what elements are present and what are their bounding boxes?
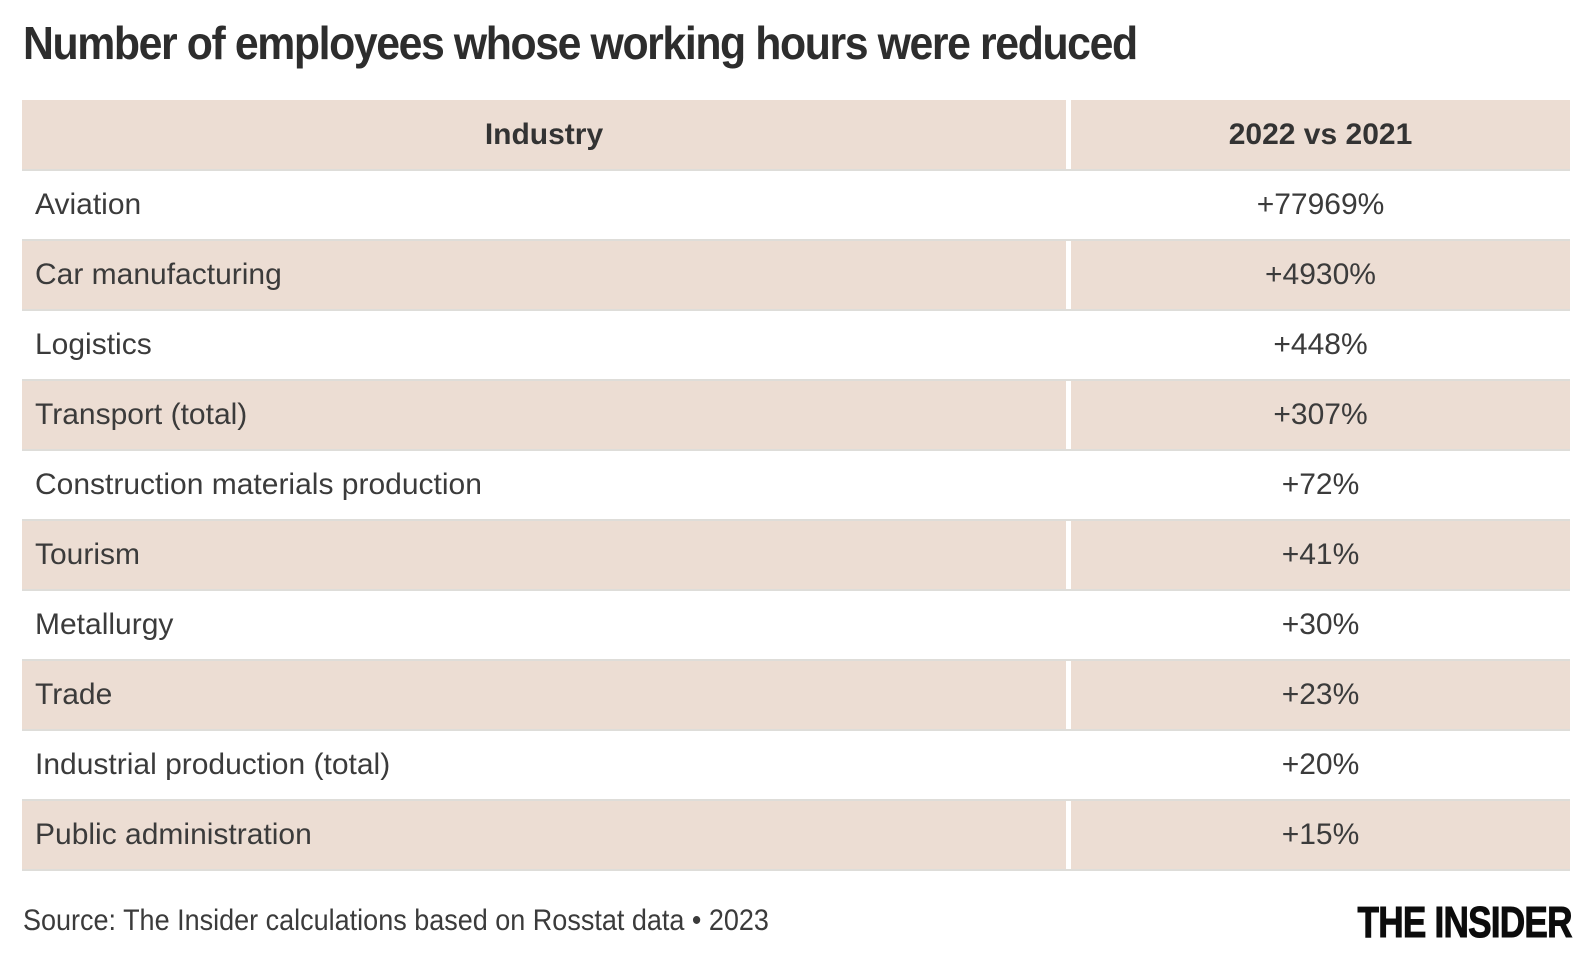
- column-header-change: 2022 vs 2021: [1066, 100, 1570, 169]
- change-value-cell: +30%: [1066, 591, 1570, 659]
- change-value-cell: +41%: [1066, 521, 1570, 589]
- industry-cell: Public administration: [22, 801, 1066, 869]
- table-row: Car manufacturing +4930%: [22, 241, 1570, 311]
- change-value-cell: +23%: [1066, 661, 1570, 729]
- industry-cell: Industrial production (total): [22, 731, 1066, 799]
- change-value-cell: +77969%: [1066, 171, 1570, 239]
- table-body: Aviation +77969% Car manufacturing +4930% Lo…: [22, 171, 1570, 871]
- data-table: Industry 2022 vs 2021 Aviation +77969% Car…: [22, 100, 1570, 871]
- change-value-cell: +72%: [1066, 451, 1570, 519]
- industry-cell: Trade: [22, 661, 1066, 729]
- table-row: Industrial production (total) +20%: [22, 731, 1570, 801]
- change-value-cell: +4930%: [1066, 241, 1570, 309]
- industry-cell: Logistics: [22, 311, 1066, 379]
- brand-logo: THE INSIDER: [1357, 898, 1573, 947]
- table-row: Trade +23%: [22, 661, 1570, 731]
- change-value-cell: +307%: [1066, 381, 1570, 449]
- industry-cell: Construction materials production: [22, 451, 1066, 519]
- industry-cell: Transport (total): [22, 381, 1066, 449]
- change-value-cell: +20%: [1066, 731, 1570, 799]
- industry-cell: Metallurgy: [22, 591, 1066, 659]
- table-row: Public administration +15%: [22, 801, 1570, 871]
- change-value-cell: +448%: [1066, 311, 1570, 379]
- industry-cell: Car manufacturing: [22, 241, 1066, 309]
- table-row: Construction materials production +72%: [22, 451, 1570, 521]
- change-value-cell: +15%: [1066, 801, 1570, 869]
- table-row: Metallurgy +30%: [22, 591, 1570, 661]
- page-title: Number of employees whose working hours …: [23, 17, 1138, 69]
- industry-cell: Tourism: [22, 521, 1066, 589]
- table-row: Aviation +77969%: [22, 171, 1570, 241]
- table-row: Logistics +448%: [22, 311, 1570, 381]
- column-header-industry: Industry: [22, 100, 1066, 169]
- table-row: Transport (total) +307%: [22, 381, 1570, 451]
- table-header-row: Industry 2022 vs 2021: [22, 100, 1570, 171]
- industry-cell: Aviation: [22, 171, 1066, 239]
- table-row: Tourism +41%: [22, 521, 1570, 591]
- source-note: Source: The Insider calculations based o…: [23, 904, 769, 937]
